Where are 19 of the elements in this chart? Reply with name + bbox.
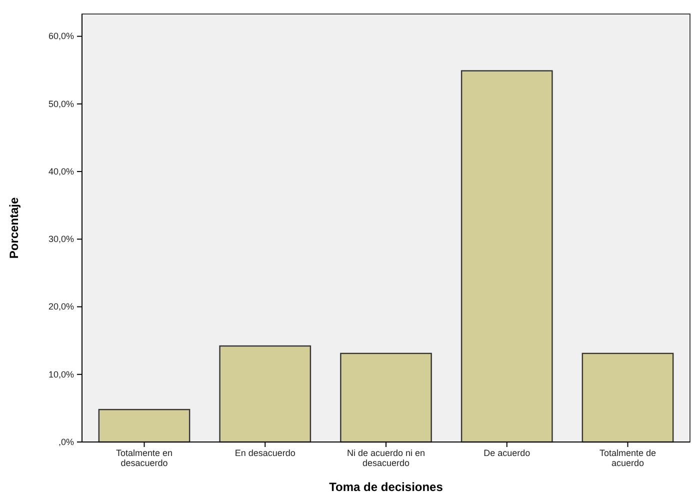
y-tick-label: 10,0% [48, 369, 74, 380]
bar [582, 352, 674, 443]
y-tick-label: 30,0% [48, 234, 74, 244]
x-axis-title: Toma de decisiones [329, 480, 444, 494]
bar [219, 345, 312, 443]
bar [340, 352, 432, 443]
x-tick-label: Totalmente de acuerdo [599, 448, 656, 468]
y-tick-label: ,0% [58, 436, 74, 447]
y-tick-label: 50,0% [48, 98, 74, 109]
x-tick-label: Totalmente en desacuerdo [116, 448, 173, 468]
bar [460, 70, 553, 443]
bar [98, 408, 190, 443]
x-tick-label: En desacuerdo [234, 448, 296, 458]
x-tick-label: Ni de acuerdo ni en desacuerdo [346, 448, 426, 468]
y-tick-label: 40,0% [48, 166, 74, 176]
y-tick-label: 20,0% [48, 302, 74, 312]
y-tick-label: 60,0% [48, 31, 74, 42]
y-axis-title: Porcentaje [7, 196, 21, 259]
x-tick-label: De acuerdo [484, 448, 530, 458]
